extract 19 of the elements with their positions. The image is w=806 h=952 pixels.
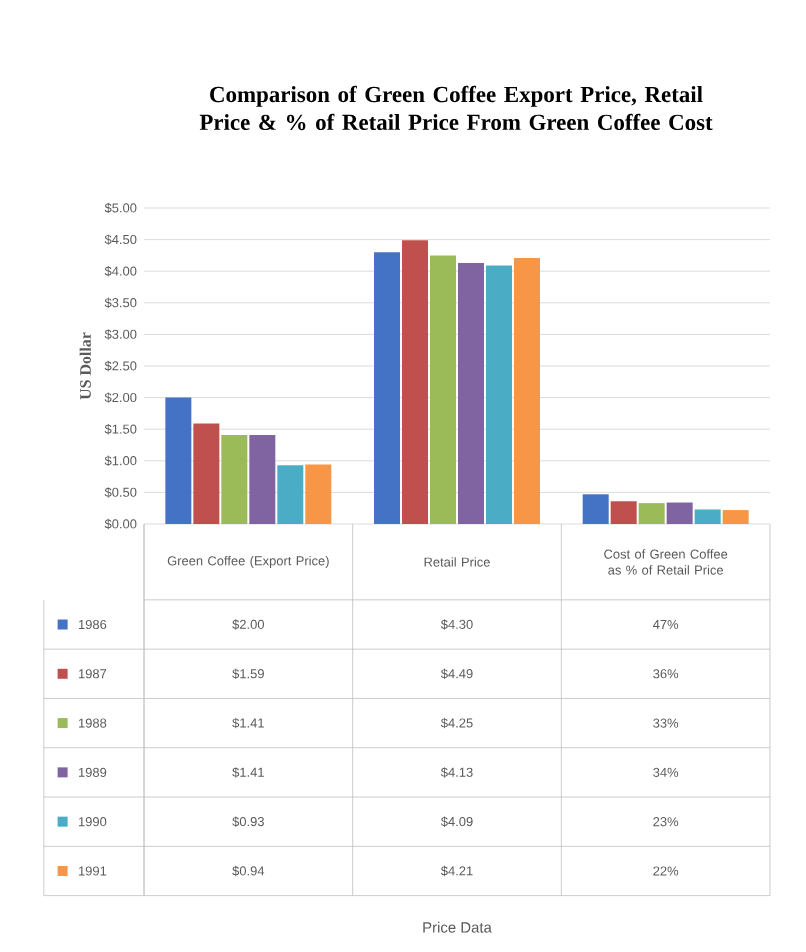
bar [638,503,665,524]
bar [305,464,332,524]
bar [193,423,220,524]
bar [694,509,721,524]
bar [485,265,512,524]
bar [277,465,304,524]
bar [165,397,192,524]
bar [458,262,484,524]
bar [610,501,637,524]
bar [666,502,693,524]
bar [249,434,276,524]
chart-title: Comparison of Green Coffee Export Price, Retail Price & % of Retail Price From Green Coffee Cost [199,85,713,131]
bar [722,510,749,524]
bar [374,252,401,524]
bar [513,257,540,524]
bar [430,255,457,524]
bar [221,434,248,524]
bar [402,240,429,524]
bar [582,494,609,524]
